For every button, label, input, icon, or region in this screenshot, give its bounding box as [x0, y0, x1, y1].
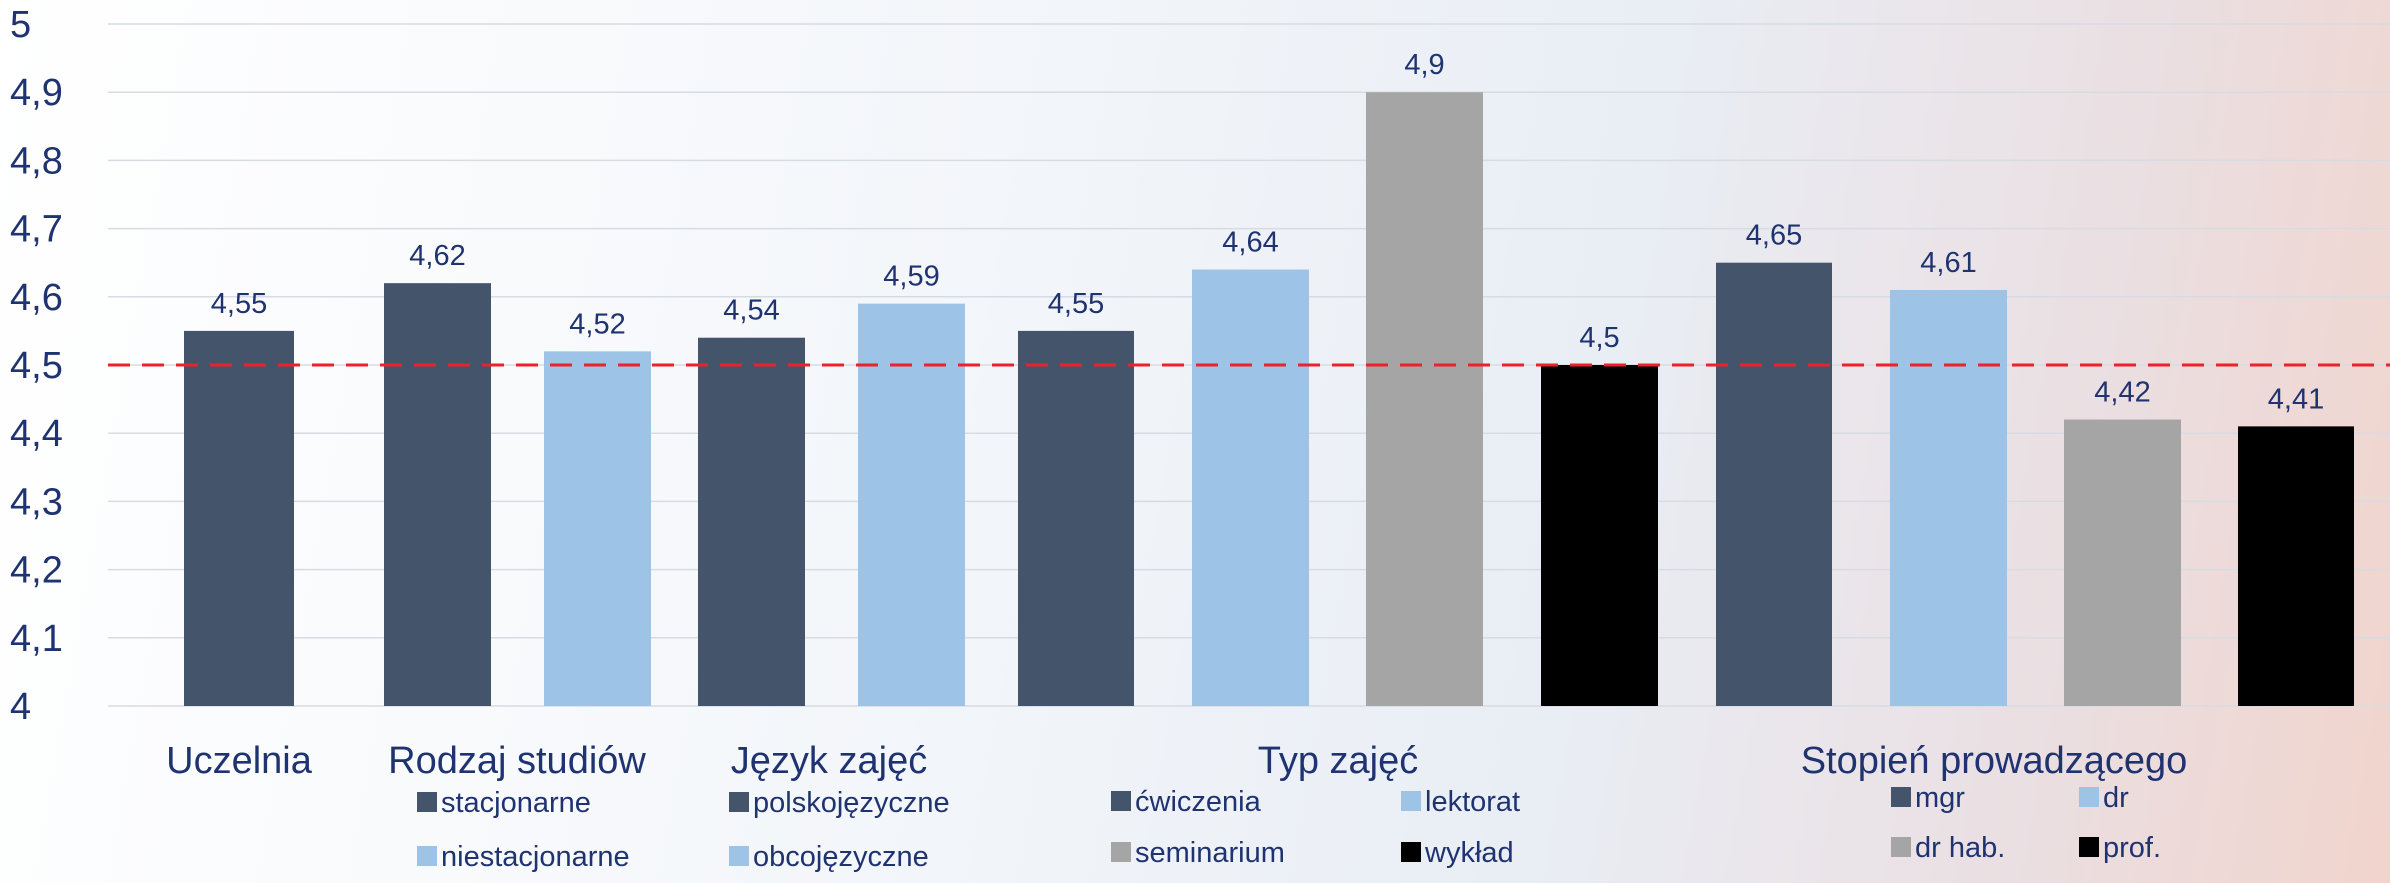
- y-tick-label: 4,6: [10, 277, 63, 319]
- data-label: 4,9: [1404, 49, 1444, 81]
- bar: [2238, 426, 2354, 706]
- legends: stacjonarne niestacjonarne polskojęzyczne o…: [417, 782, 2161, 873]
- y-tick-label: 4,9: [10, 72, 63, 114]
- legend-label: ćwiczenia: [1135, 786, 1262, 818]
- bar: [1716, 263, 1832, 706]
- y-tick-label: 4,5: [10, 345, 63, 387]
- legend-swatch: [1891, 787, 1911, 807]
- legend-swatch: [2079, 837, 2099, 857]
- legend-label: wykład: [1424, 837, 1514, 869]
- legend-swatch: [1111, 791, 1131, 811]
- legend-swatch: [729, 792, 749, 812]
- legend-label: stacjonarne: [441, 787, 591, 819]
- group-label: Stopień prowadzącego: [1801, 740, 2188, 782]
- legend-swatch: [1401, 842, 1421, 862]
- legend-swatch: [2079, 787, 2099, 807]
- bar: [698, 338, 805, 706]
- bar: [2064, 420, 2181, 706]
- bar: [1890, 290, 2007, 706]
- y-tick-label: 4,1: [10, 618, 63, 660]
- y-tick-label: 4: [10, 686, 31, 728]
- bar: [1541, 365, 1658, 706]
- legend-swatch: [1111, 842, 1131, 862]
- data-label: 4,54: [723, 295, 779, 327]
- y-tick-label: 4,8: [10, 140, 63, 182]
- y-tick-label: 4,7: [10, 209, 63, 251]
- bar: [1192, 270, 1309, 706]
- data-label: 4,41: [2268, 383, 2324, 415]
- data-label: 4,61: [1920, 247, 1976, 279]
- bar: [1366, 92, 1483, 706]
- legend-label: dr hab.: [1915, 832, 2005, 864]
- legend-swatch: [729, 846, 749, 866]
- group-label: Uczelnia: [166, 740, 313, 782]
- data-label: 4,55: [211, 288, 267, 320]
- data-label: 4,55: [1048, 288, 1104, 320]
- data-label: 4,65: [1746, 220, 1802, 252]
- legend-label: niestacjonarne: [441, 841, 630, 873]
- legend-label: prof.: [2103, 832, 2161, 864]
- y-axis-ticks: 4 4,1 4,2 4,3 4,4 4,5 4,6 4,7 4,8 4,9 5: [10, 4, 63, 728]
- legend-label: polskojęzyczne: [753, 787, 950, 819]
- group-label: Język zajęć: [731, 740, 927, 782]
- y-tick-label: 5: [10, 4, 31, 46]
- bar: [1018, 331, 1134, 706]
- data-label: 4,5: [1579, 322, 1619, 354]
- legend-label: mgr: [1915, 782, 1965, 814]
- data-label: 4,42: [2094, 377, 2150, 409]
- data-label: 4,62: [409, 240, 465, 272]
- bar: [184, 331, 294, 706]
- legend-label: lektorat: [1425, 786, 1520, 818]
- legend-label: seminarium: [1135, 837, 1285, 869]
- group-label: Typ zajęć: [1258, 740, 1419, 782]
- legend-swatch: [1891, 837, 1911, 857]
- y-tick-label: 4,2: [10, 550, 63, 592]
- data-label: 4,59: [883, 261, 939, 293]
- bar: [544, 351, 651, 706]
- bar: [384, 283, 491, 706]
- legend-swatch: [1401, 791, 1421, 811]
- legend-label: dr: [2103, 782, 2129, 814]
- y-tick-label: 4,4: [10, 413, 63, 455]
- group-labels: Uczelnia Rodzaj studiów Język zajęć Typ zaj…: [166, 740, 2187, 782]
- y-tick-label: 4,3: [10, 481, 63, 523]
- group-label: Rodzaj studiów: [388, 740, 646, 782]
- legend-label: obcojęzyczne: [753, 841, 929, 873]
- legend-swatch: [417, 792, 437, 812]
- data-label: 4,64: [1222, 227, 1278, 259]
- bars: [184, 92, 2354, 706]
- legend-swatch: [417, 846, 437, 866]
- data-label: 4,52: [569, 308, 625, 340]
